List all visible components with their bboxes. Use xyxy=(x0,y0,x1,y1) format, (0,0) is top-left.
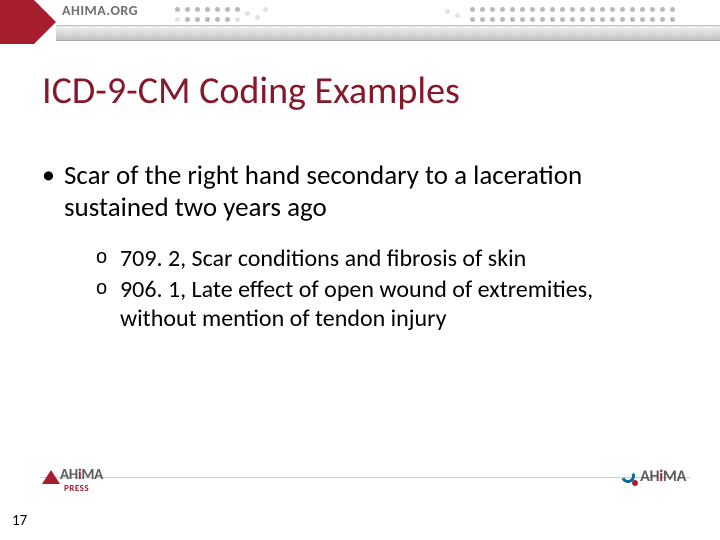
logo-text: AH xyxy=(640,467,659,486)
logo-word: AHiMA xyxy=(60,466,103,484)
footer-divider xyxy=(40,477,690,478)
bullet-text: Scar of the right hand secondary to a la… xyxy=(64,160,670,224)
page-number: 17 xyxy=(12,512,27,530)
slide-title: ICD-9-CM Coding Examples xyxy=(42,68,460,114)
logo-text: AH xyxy=(60,466,78,484)
sub-bullet-marker: o xyxy=(96,275,120,302)
ahima-logo-right: AHiMA xyxy=(621,467,686,486)
sub-bullet-text: 709. 2, Scar conditions and fibrosis of … xyxy=(120,244,526,273)
ahima-press-logo: AHiMA xyxy=(42,466,103,484)
header-url-text: AHIMA.ORG xyxy=(62,2,138,19)
body-content: • Scar of the right hand secondary to a … xyxy=(42,160,670,336)
press-subtext: PRESS xyxy=(64,483,89,494)
header-red-notch xyxy=(0,0,34,44)
logo-text: MA xyxy=(663,467,686,486)
dot-cluster-left xyxy=(175,3,315,41)
triangle-icon xyxy=(42,470,60,484)
slide: AHIMA.ORG ICD-9-CM Coding Examples • Sca… xyxy=(0,0,720,540)
bullet-marker: • xyxy=(42,160,64,189)
sub-bullets: o 709. 2, Scar conditions and fibrosis o… xyxy=(96,244,670,334)
logo-word: AHiMA xyxy=(640,467,686,486)
bullet-level1: • Scar of the right hand secondary to a … xyxy=(42,160,670,224)
swirl-icon xyxy=(621,469,637,485)
sub-bullet-text: 906. 1, Late effect of open wound of ext… xyxy=(120,275,670,334)
dot-cluster-right xyxy=(445,3,705,41)
sub-bullet-marker: o xyxy=(96,244,120,271)
header-banner: AHIMA.ORG xyxy=(0,0,720,44)
sub-bullet: o 906. 1, Late effect of open wound of e… xyxy=(96,275,670,334)
logo-text: MA xyxy=(81,466,103,484)
sub-bullet: o 709. 2, Scar conditions and fibrosis o… xyxy=(96,244,670,273)
